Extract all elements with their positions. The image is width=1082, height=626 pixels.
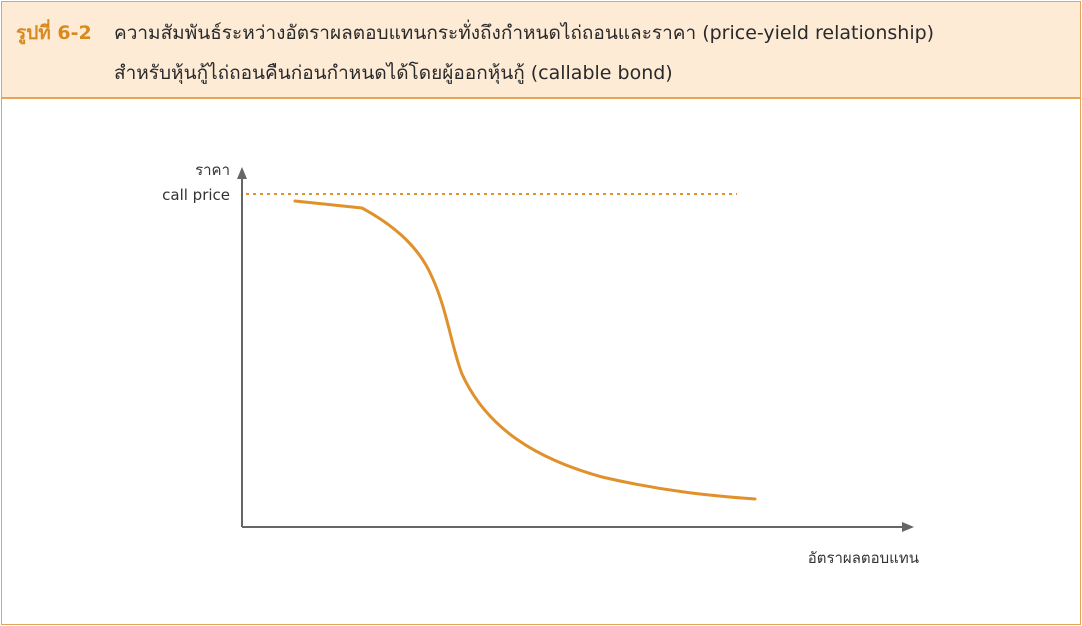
price-yield-diagram: ราคา call price อัตราผลตอบแทน xyxy=(162,161,919,567)
caption-line-2: สำหรับหุ้นกู้ไถ่ถอนคืนก่อนกำหนดได้โดยผู้… xyxy=(114,62,673,84)
y-axis-label: ราคา xyxy=(195,161,230,179)
call-price-label: call price xyxy=(162,186,230,204)
figure-label: รูปที่ 6-2 xyxy=(16,22,92,44)
figure-caption: รูปที่ 6-2 ความสัมพันธ์ระหว่างอัตราผลตอบ… xyxy=(2,2,1080,99)
x-axis-label: อัตราผลตอบแทน xyxy=(808,549,919,567)
price-yield-curve xyxy=(293,199,757,501)
caption-line-1: ความสัมพันธ์ระหว่างอัตราผลตอบแทนกระทั่งถ… xyxy=(114,22,935,44)
